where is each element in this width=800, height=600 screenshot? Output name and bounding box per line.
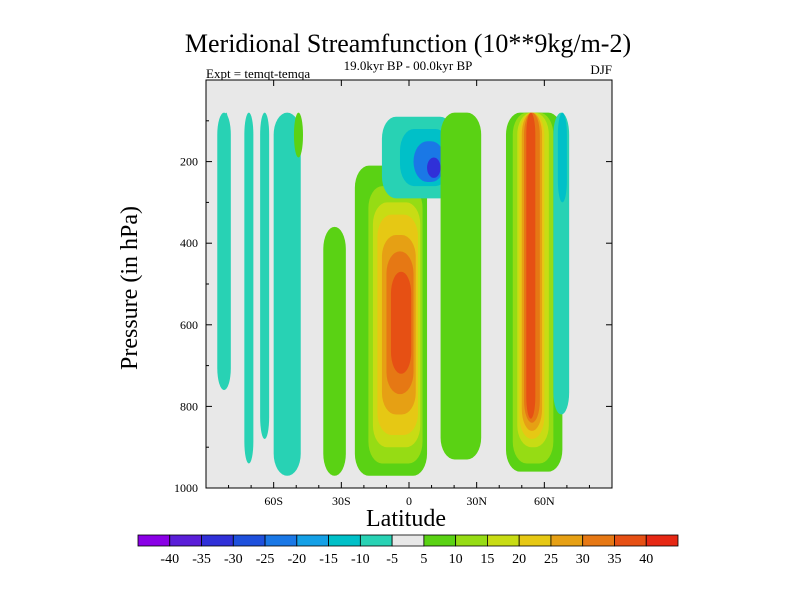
colorbar-label: 10 — [449, 552, 463, 567]
colorbar-swatch — [359, 534, 393, 547]
colorbar-label: -15 — [319, 552, 338, 567]
colorbar-label: -25 — [256, 552, 275, 567]
colorbar-swatch — [201, 534, 234, 547]
contour-region — [526, 112, 536, 419]
colorbar-label: -10 — [351, 552, 370, 567]
colorbar-label: 40 — [639, 552, 653, 567]
y-tick-label: 600 — [180, 318, 198, 332]
chart-title: Meridional Streamfunction (10**9kg/m-2) — [185, 29, 631, 58]
colorbar-label: -30 — [224, 552, 243, 567]
colorbar-swatch — [455, 534, 488, 547]
x-axis: 60S 30S 0 30N 60N — [228, 80, 590, 508]
colorbar-swatch — [550, 534, 584, 547]
contour-region — [557, 112, 567, 203]
contour-region — [293, 112, 303, 158]
colorbar-swatch — [169, 534, 202, 547]
contour-region — [440, 112, 482, 460]
colorbar-swatch — [582, 534, 615, 547]
colorbar-swatch — [328, 534, 361, 547]
y-axis: 200 400 600 800 1000 — [174, 120, 612, 495]
colorbar-swatch — [614, 534, 647, 547]
y-axis-label: Pressure (in hPa) — [117, 206, 143, 370]
y-tick-label: 200 — [180, 155, 198, 169]
colorbar-swatch — [518, 534, 552, 547]
colorbar-label: -5 — [386, 552, 398, 567]
contour-region — [273, 112, 301, 476]
colorbar-swatch — [137, 534, 171, 547]
contour-fields — [217, 112, 570, 476]
colorbar-label: -35 — [192, 552, 211, 567]
chart-subtitle: 19.0kyr BP - 00.0kyr BP — [344, 58, 473, 73]
colorbar-swatch — [645, 534, 679, 547]
y-tick-label: 800 — [180, 399, 198, 413]
y-tick-label: 1000 — [174, 481, 198, 495]
x-axis-label: Latitude — [366, 506, 446, 532]
colorbar-label: 15 — [480, 552, 494, 567]
colorbar: -40 -35 -30 -25 -20 -15 -10 -5 5 10 15 20 25 30 35 40 — [137, 534, 679, 567]
contour-region — [244, 112, 254, 464]
colorbar-label: 25 — [544, 552, 558, 567]
x-tick-label: 30N — [466, 494, 487, 508]
season-label: DJF — [590, 62, 612, 77]
contour-region — [323, 226, 346, 476]
colorbar-label: 35 — [607, 552, 621, 567]
x-tick-label: 60N — [534, 494, 555, 508]
contour-region — [390, 271, 412, 374]
x-tick-label: 0 — [406, 494, 412, 508]
colorbar-swatch — [391, 534, 425, 547]
contour-region — [217, 112, 231, 391]
colorbar-label: 30 — [576, 552, 590, 567]
colorbar-swatch — [232, 534, 266, 547]
colorbar-label: -40 — [160, 552, 179, 567]
colorbar-label: -20 — [287, 552, 306, 567]
contour-region — [427, 157, 441, 178]
colorbar-swatch — [487, 534, 520, 547]
experiment-label: Expt = temqt-temqa — [206, 66, 310, 81]
y-tick-label: 400 — [180, 236, 198, 250]
x-tick-label: 30S — [332, 494, 351, 508]
colorbar-swatch — [264, 534, 298, 547]
x-tick-label: 60S — [264, 494, 283, 508]
colorbar-swatch — [423, 534, 457, 547]
colorbar-label: 20 — [512, 552, 526, 567]
colorbar-swatch — [296, 534, 329, 547]
colorbar-label: 5 — [420, 552, 427, 567]
contour-region — [224, 112, 229, 162]
contour-region — [260, 112, 270, 440]
